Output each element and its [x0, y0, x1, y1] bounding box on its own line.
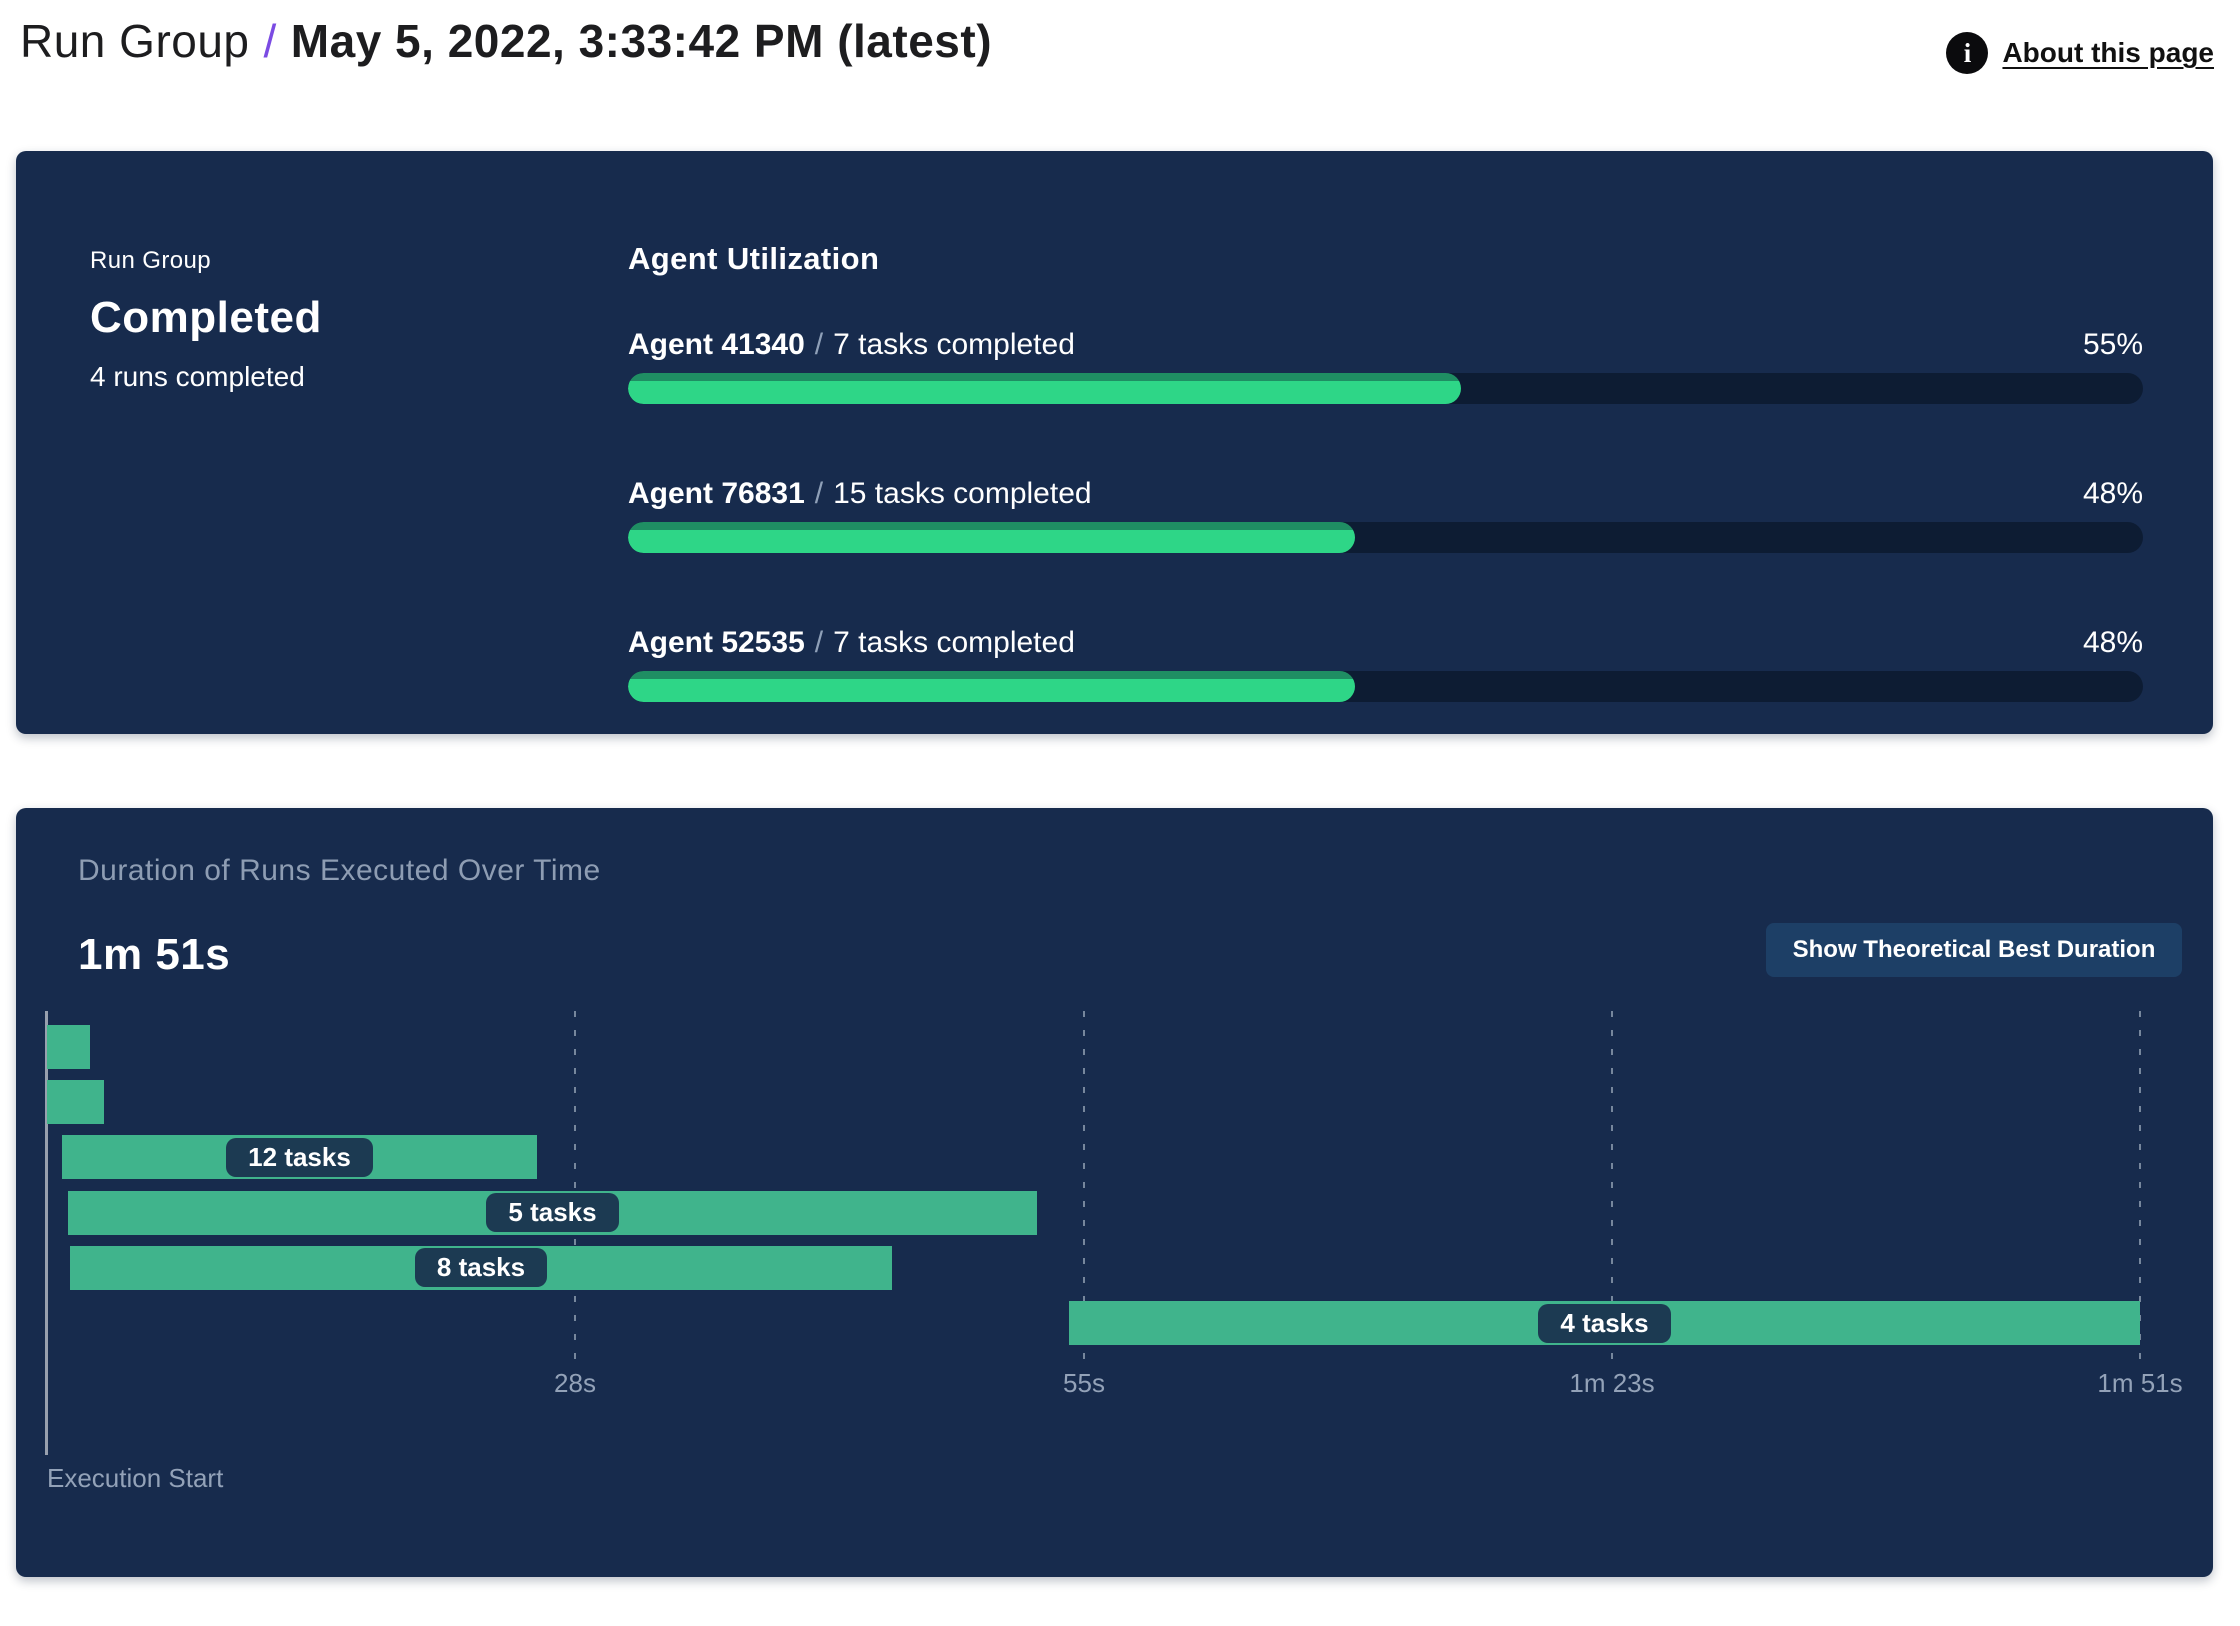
- time-gridline: [1083, 1011, 1085, 1363]
- agent-label-separator: /: [814, 328, 824, 361]
- time-tick-label: 28s: [554, 1368, 596, 1398]
- agent-utilization-row: Agent 52535 / 7 tasks completed 48%: [628, 625, 2143, 702]
- utilization-progress-track: [628, 522, 2143, 553]
- status-value: Completed: [90, 293, 322, 342]
- agent-id: Agent 52535: [628, 626, 805, 659]
- agent-tasks-completed: 15 tasks completed: [833, 477, 1092, 510]
- agent-row-label: Agent 52535 / 7 tasks completed: [628, 625, 1075, 661]
- agent-utilization-section: Agent Utilization Agent 41340 / 7 tasks co…: [628, 241, 2143, 702]
- execution-start-label: Execution Start: [47, 1463, 224, 1493]
- total-duration-value: 1m 51s: [78, 930, 231, 979]
- page-title: Run Group / May 5, 2022, 3:33:42 PM (lates…: [20, 14, 992, 68]
- run-group-status-card: Run Group Completed 4 runs completed Age…: [16, 151, 2213, 734]
- run-duration-bar[interactable]: 12 tasks: [62, 1135, 537, 1180]
- utilization-progress-fill: [628, 671, 1356, 702]
- agent-utilization-title: Agent Utilization: [628, 241, 880, 276]
- duration-chart-title: Duration of Runs Executed Over Time: [78, 854, 601, 887]
- run-duration-bar[interactable]: 4 tasks: [1069, 1301, 2140, 1345]
- agent-utilization-rows: Agent 41340 / 7 tasks completed 55% Agent 76…: [628, 327, 2143, 702]
- run-duration-bar[interactable]: [47, 1025, 90, 1069]
- breadcrumb-root: Run Group: [20, 15, 250, 67]
- time-gridline: [574, 1011, 576, 1363]
- execution-start-axis-line: [45, 1011, 48, 1455]
- status-summary: Run Group Completed 4 runs completed: [90, 247, 322, 393]
- run-duration-bar[interactable]: 8 tasks: [70, 1245, 892, 1290]
- show-theoretical-best-duration-button[interactable]: Show Theoretical Best Duration: [1766, 923, 2182, 977]
- time-tick-label: 1m 51s: [2097, 1368, 2183, 1398]
- runs-completed-count: 4 runs completed: [90, 361, 305, 392]
- agent-tasks-completed: 7 tasks completed: [833, 328, 1075, 361]
- utilization-progress-track: [628, 373, 2143, 404]
- status-card-label: Run Group: [90, 247, 211, 274]
- utilization-progress-fill: [628, 373, 1462, 404]
- about-this-page-link[interactable]: i About this page: [1946, 32, 2214, 74]
- time-gridline: [2139, 1011, 2141, 1363]
- duration-chart-card: Duration of Runs Executed Over Time 1m 5…: [16, 808, 2213, 1577]
- agent-label-separator: /: [814, 626, 824, 659]
- time-gridline: [1611, 1011, 1613, 1363]
- agent-utilization-percent: 48%: [2082, 626, 2143, 659]
- task-count-badge: 12 tasks: [226, 1137, 373, 1177]
- agent-id: Agent 41340: [628, 328, 805, 361]
- utilization-progress-track: [628, 671, 2143, 702]
- task-count-badge: 4 tasks: [1538, 1303, 1671, 1343]
- run-duration-bar[interactable]: [47, 1080, 104, 1125]
- about-link-label: About this page: [2002, 37, 2214, 68]
- run-duration-bar[interactable]: 5 tasks: [68, 1190, 1037, 1235]
- utilization-progress-fill: [628, 522, 1356, 553]
- agent-id: Agent 76831: [628, 477, 805, 510]
- task-count-badge: 5 tasks: [486, 1193, 619, 1233]
- agent-tasks-completed: 7 tasks completed: [833, 626, 1075, 659]
- time-tick-label: 1m 23s: [1569, 1368, 1655, 1398]
- info-icon: i: [1946, 32, 1989, 74]
- agent-row-label: Agent 76831 / 15 tasks completed: [628, 476, 1092, 512]
- time-tick-label: 55s: [1063, 1368, 1105, 1398]
- agent-utilization-row: Agent 76831 / 15 tasks completed 48%: [628, 476, 2143, 553]
- breadcrumb-separator: /: [263, 15, 277, 67]
- agent-utilization-percent: 55%: [2082, 328, 2143, 361]
- agent-row-label: Agent 41340 / 7 tasks completed: [628, 327, 1075, 363]
- gantt-chart: 28s 55s 1m 23s 1m 51s 12 tasks 5 tasks 8 tasks…: [45, 1011, 2183, 1455]
- breadcrumb-current: May 5, 2022, 3:33:42 PM (latest): [290, 15, 993, 67]
- agent-utilization-percent: 48%: [2082, 477, 2143, 510]
- agent-utilization-row: Agent 41340 / 7 tasks completed 55%: [628, 327, 2143, 404]
- agent-label-separator: /: [814, 477, 824, 510]
- task-count-badge: 8 tasks: [414, 1248, 548, 1288]
